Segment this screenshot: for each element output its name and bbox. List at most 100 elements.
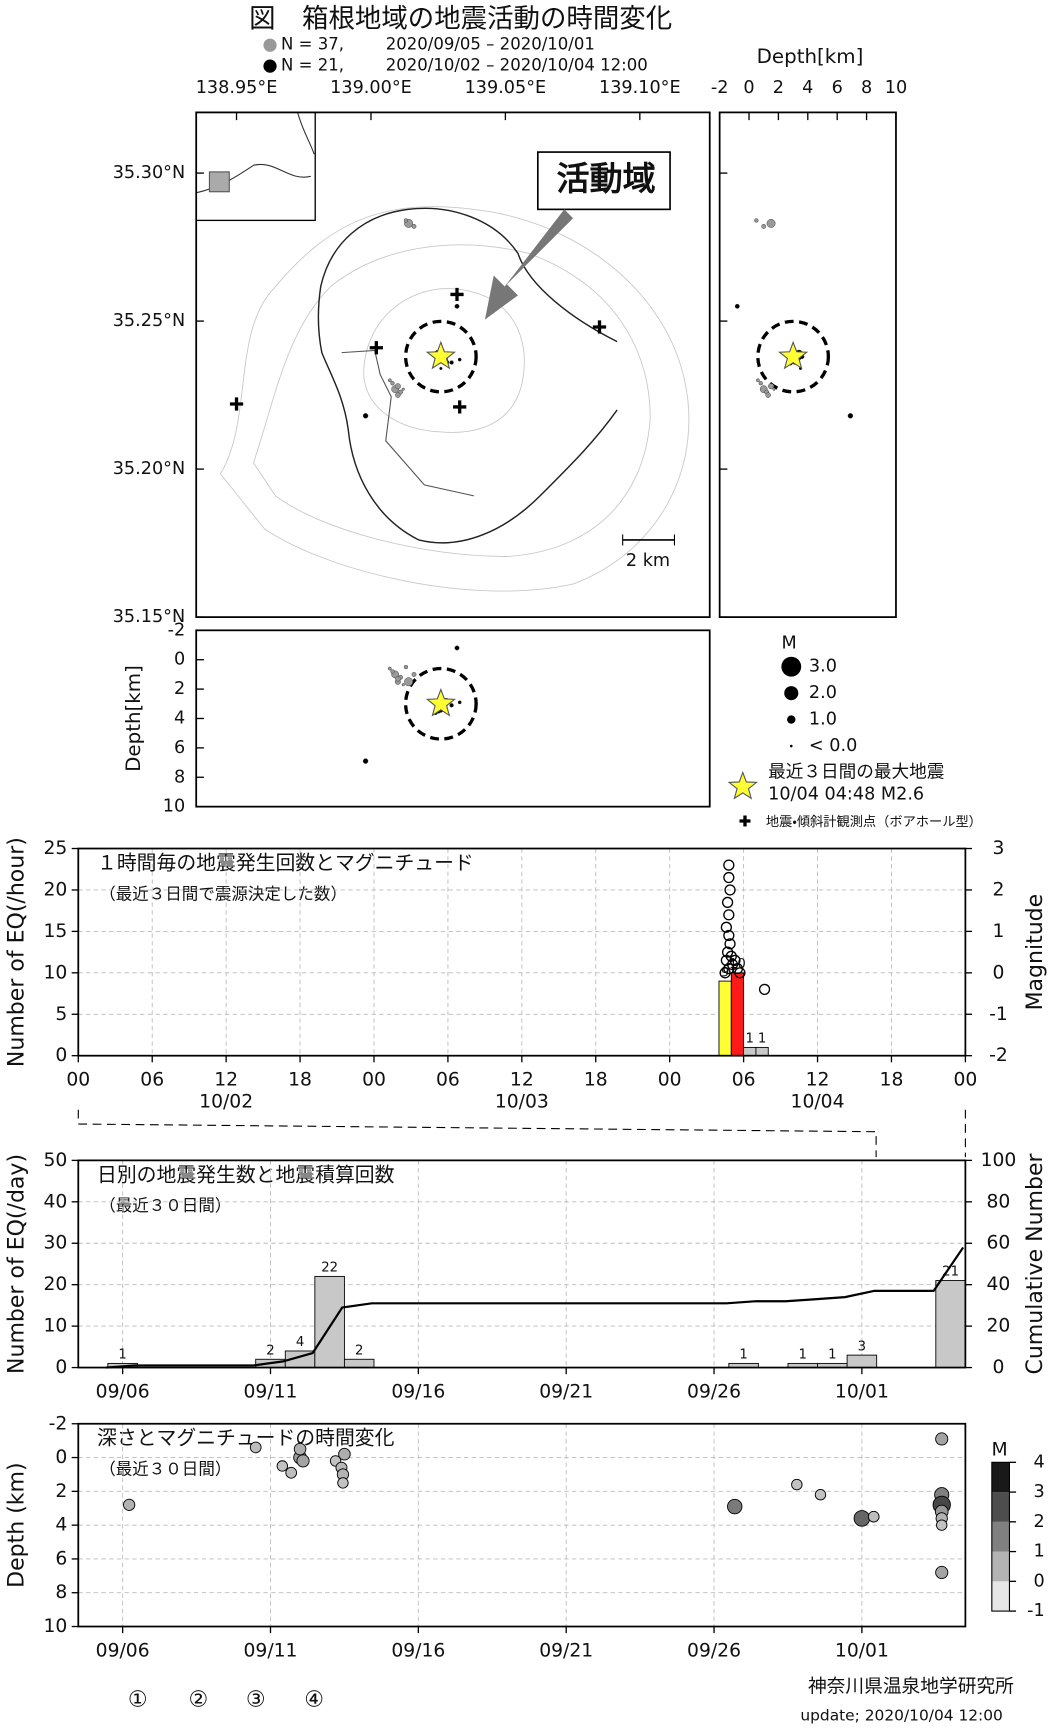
y2-tick-label: 2 <box>992 879 1004 900</box>
epicenter <box>390 381 395 386</box>
magnitude-point <box>724 938 736 950</box>
x-tick-label: 09/06 <box>96 1640 150 1661</box>
magnitude-point <box>720 921 732 933</box>
colorbar-segment <box>991 1521 1010 1552</box>
colorbar-tick-label: 0 <box>1034 1571 1045 1591</box>
hypocenter <box>766 218 776 228</box>
y-tick-label: 8 <box>55 1582 67 1603</box>
figure-title: 図 箱根地域の地震活動の時間変化 <box>249 3 672 34</box>
epicenter <box>394 383 401 390</box>
y-tick-label: 35.25°N <box>113 311 185 331</box>
event <box>935 1565 949 1579</box>
x-tick-label: 18 <box>288 1069 312 1090</box>
magnitude-legend-label: < 0.0 <box>809 736 857 756</box>
station <box>229 397 244 411</box>
event <box>296 1454 310 1468</box>
depth-axis-title: Depth[km] <box>757 45 864 68</box>
event <box>293 1442 307 1456</box>
magnitude-legend-label: 2.0 <box>809 683 837 703</box>
hypocenter <box>395 676 401 682</box>
event <box>337 1477 349 1489</box>
cumulative-line <box>105 1246 965 1369</box>
epicenter <box>401 387 405 391</box>
x-tick-label: 12 <box>806 1069 830 1090</box>
x-tick-label: 09/26 <box>687 1381 741 1402</box>
hypocenter <box>411 672 417 677</box>
y-tick-label: 25 <box>43 838 67 859</box>
magnitude-legend-marker <box>787 715 796 724</box>
magnitude-point <box>723 871 735 884</box>
plot-frame <box>77 847 967 1057</box>
legend-station <box>739 815 751 827</box>
event <box>276 1460 289 1472</box>
hypocenter <box>387 666 392 671</box>
bar-value-label: 22 <box>321 1261 338 1276</box>
colorbar-title: M <box>991 1440 1007 1461</box>
y-tick-label: 20 <box>43 1274 67 1295</box>
bar-value-label: 1 <box>739 1348 747 1363</box>
update-time: update; 2020/10/04 12:00 <box>800 1706 1002 1724</box>
station <box>450 287 464 302</box>
y2-tick-label: 80 <box>987 1191 1011 1212</box>
event <box>123 1498 136 1511</box>
star-legend-label: 最近３日間の最大地震 <box>768 761 944 782</box>
hypocenter <box>765 392 771 398</box>
x-tick-label: 09/11 <box>244 1640 298 1661</box>
depth-tick-label: 2 <box>174 679 185 699</box>
hypocenter <box>362 758 369 764</box>
event <box>867 1510 880 1523</box>
bar-value-label: 1 <box>118 1348 126 1363</box>
x-tick-label: 09/11 <box>244 1381 298 1402</box>
y2-tick-label: 60 <box>987 1233 1011 1254</box>
panel-title: １時間毎の地震発生回数とマグニチュード <box>97 851 474 874</box>
plot-frame <box>77 1422 967 1628</box>
y-tick-label: 35.30°N <box>113 163 185 183</box>
depth-tick-label: 10 <box>163 797 185 817</box>
magnitude-legend-marker <box>781 656 802 677</box>
colorbar-tick-label: 1 <box>1034 1542 1045 1562</box>
magnitude-point <box>721 896 734 909</box>
largest-event-star <box>425 687 456 717</box>
legend-label: 2020/09/05 – 2020/10/01 <box>386 35 595 54</box>
bar <box>314 1275 345 1368</box>
x-tick-label: 00 <box>66 1069 90 1090</box>
x-tick-label: 12 <box>510 1069 534 1090</box>
hypocenter <box>761 223 767 229</box>
bar <box>743 1046 757 1057</box>
magnitude-point <box>729 954 741 967</box>
bar-value-label: 3 <box>858 1339 866 1354</box>
event <box>727 1498 743 1515</box>
legend-count: N = 21, <box>281 56 344 75</box>
y2-axis-title: Cumulative Number <box>1023 1152 1048 1374</box>
bar-value-label: 4 <box>296 1335 304 1350</box>
x-tick-label: 09/06 <box>96 1381 150 1402</box>
panel-subtitle: （最近３０日間） <box>99 1196 231 1215</box>
bar-value-label: 1 <box>828 1348 836 1363</box>
activity-circle <box>756 319 831 394</box>
event <box>285 1466 298 1479</box>
y2-tick-label: 0 <box>992 962 1004 983</box>
y-tick-label: 50 <box>43 1150 67 1171</box>
organization: 神奈川県温泉地学研究所 <box>808 1677 1014 1698</box>
station-legend-label: 地震・傾斜計観測点（ボアホール型） <box>766 814 982 830</box>
y-tick-label: 10 <box>43 1616 67 1637</box>
x-tick-label: 06 <box>140 1069 164 1090</box>
marker: ④ <box>304 1687 324 1712</box>
hypocenter <box>390 669 395 674</box>
activity-circle <box>403 666 478 741</box>
legend-marker <box>263 59 277 73</box>
legend-star <box>727 770 758 800</box>
magnitude-legend-label: 1.0 <box>809 710 837 730</box>
colorbar-tick-label: 4 <box>1034 1452 1045 1472</box>
colorbar-segment <box>991 1492 1010 1522</box>
y-tick-label: 5 <box>55 1004 67 1025</box>
depth-tick-label: -2 <box>711 78 729 98</box>
area-annotation: 活動域 <box>557 159 656 198</box>
colorbar-tick-label: -1 <box>1027 1601 1045 1621</box>
hypocenter <box>454 645 460 651</box>
hypocenter <box>772 387 776 391</box>
x-tick-label: 06 <box>732 1069 756 1090</box>
y2-tick-label: 20 <box>987 1316 1011 1337</box>
marker: ① <box>128 1687 148 1712</box>
